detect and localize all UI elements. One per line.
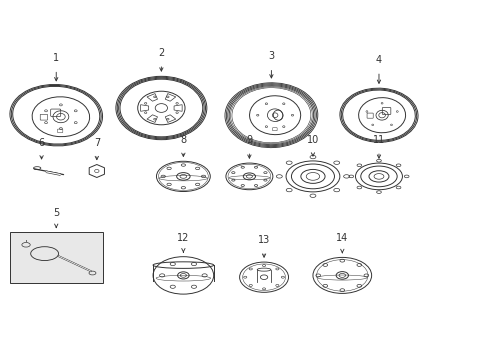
Text: 14: 14 xyxy=(335,233,348,243)
Text: 12: 12 xyxy=(177,233,189,243)
Text: 9: 9 xyxy=(246,135,252,145)
Text: 1: 1 xyxy=(53,53,59,63)
Text: 3: 3 xyxy=(268,51,274,61)
Text: 8: 8 xyxy=(180,135,186,145)
Text: 13: 13 xyxy=(257,235,270,245)
Text: 5: 5 xyxy=(53,208,59,218)
Text: 2: 2 xyxy=(158,48,164,58)
Text: 6: 6 xyxy=(39,138,44,148)
Text: 7: 7 xyxy=(94,138,100,148)
Text: 10: 10 xyxy=(306,135,319,145)
Text: 4: 4 xyxy=(375,55,381,65)
Text: 11: 11 xyxy=(372,135,385,145)
Bar xyxy=(10,232,102,283)
